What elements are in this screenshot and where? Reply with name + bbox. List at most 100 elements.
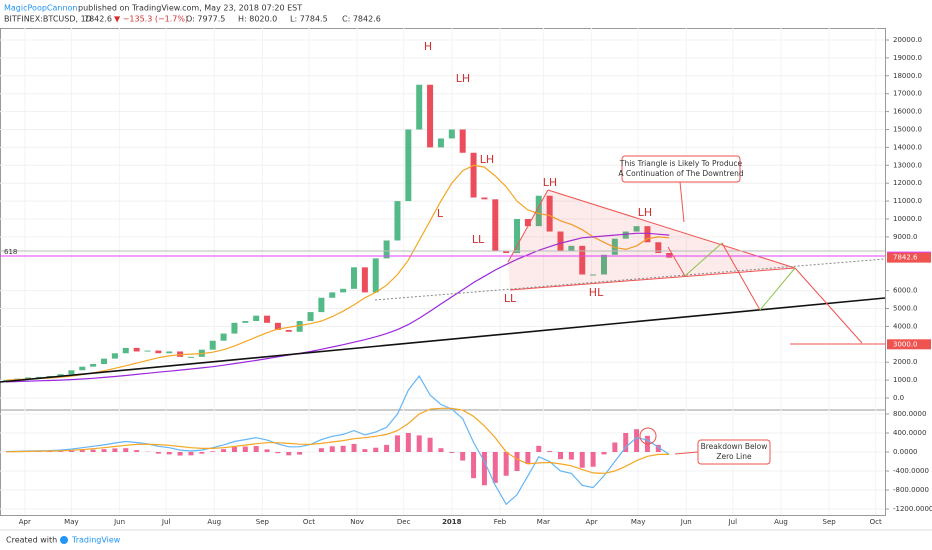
candle (666, 253, 673, 258)
dotted-trend (374, 258, 886, 301)
callout-text: Breakdown Below (701, 442, 768, 451)
y-tick-label: 13000.0 (893, 161, 922, 169)
candle (448, 129, 455, 139)
x-tick-label: Oct (303, 518, 315, 526)
candle (166, 351, 173, 354)
macd-hist (514, 452, 520, 472)
macd-hist (101, 449, 107, 452)
triangle-bottom (509, 267, 796, 291)
y-tick-label: 9000.0 (893, 233, 918, 241)
candle (405, 129, 412, 202)
x-tick-label: Dec (397, 518, 411, 526)
x-tick-label: Aug (774, 518, 788, 526)
macd-tick-label: -400.0000 (893, 467, 929, 475)
arrow (721, 242, 761, 311)
x-tick-label: Jul (161, 518, 171, 526)
callout-pointer (674, 451, 699, 455)
annotation: HL (589, 286, 604, 299)
macd-hist (623, 432, 629, 452)
price-tag (887, 339, 931, 350)
macd-tick-label: 0.0000 (893, 448, 918, 456)
macd-hist (188, 452, 194, 456)
macd-hist (590, 452, 596, 467)
candle (372, 258, 379, 293)
x-tick-label: Jul (728, 518, 738, 526)
y-tick-label: 16000.0 (893, 108, 922, 116)
candle (111, 353, 118, 359)
candle (24, 377, 31, 379)
y-tick-label: 20000.0 (893, 36, 922, 44)
candle (535, 195, 542, 227)
candle (144, 350, 151, 352)
x-tick-label: Apr (19, 518, 31, 526)
ma-slow (6, 232, 670, 383)
candle (470, 152, 477, 198)
footer-brand[interactable]: TradingView (71, 536, 121, 545)
change: ▼ −135.3 (−1.7%) (114, 15, 188, 24)
candle (209, 340, 216, 350)
macd-hist (601, 452, 607, 455)
annotation: LH (480, 153, 494, 166)
macd-hist (492, 452, 498, 483)
x-tick-label: Nov (350, 518, 364, 526)
candle (79, 366, 86, 371)
annotation: LH (456, 72, 470, 85)
x-tick-label: May (64, 518, 78, 526)
candle (133, 347, 140, 352)
candle (416, 84, 423, 130)
macd-hist (612, 442, 618, 452)
candle (622, 231, 629, 239)
candle (90, 363, 97, 367)
macd-hist (373, 447, 379, 452)
candle (68, 370, 75, 375)
macd-hist (68, 450, 74, 452)
x-tick-label: Apr (585, 518, 597, 526)
candle (600, 254, 607, 275)
macd-hist (79, 450, 85, 452)
candle (307, 312, 314, 322)
plot-frame (0, 28, 886, 516)
arrow (667, 246, 686, 277)
candle (459, 129, 466, 153)
price-tag (887, 252, 931, 263)
macd-hist (438, 448, 444, 452)
candle (611, 238, 618, 255)
x-tick-label: Mar (537, 518, 550, 526)
highlight-circle (639, 427, 657, 445)
candle (57, 374, 64, 376)
macd-tick-label: -800.0000 (893, 486, 929, 494)
y-tick-label: 11000.0 (893, 197, 922, 205)
candle (231, 322, 238, 334)
candle (253, 315, 260, 322)
candle (361, 267, 368, 293)
macd-hist (329, 446, 335, 452)
arrow (684, 242, 723, 277)
callout-text: This Triangle is Likely To Produce (619, 159, 743, 168)
candle (437, 138, 444, 148)
macd-tick-label: 400.0000 (893, 429, 926, 437)
candle (427, 84, 434, 148)
footer-created: Created with (6, 536, 57, 545)
candle (187, 356, 194, 358)
macd-hist (394, 435, 400, 452)
signal-line (6, 407, 670, 475)
candle (503, 251, 510, 254)
y-tick-label: 1000.0 (893, 376, 918, 384)
macd-hist (242, 446, 248, 452)
author[interactable]: MagicPoopCannon (4, 4, 78, 13)
last-price: 7842.6 (84, 15, 112, 24)
macd-hist (536, 445, 542, 452)
macd-hist (340, 445, 346, 452)
close: C: 7842.6 (342, 15, 381, 24)
macd-hist (405, 432, 411, 452)
candle (296, 321, 303, 332)
macd-tick-label: 800.0000 (893, 410, 926, 418)
macd-hist (221, 449, 227, 452)
published: published on TradingView.com, May 23, 20… (78, 4, 302, 13)
callout-box (621, 155, 741, 183)
macd-hist (503, 452, 509, 476)
macd-hist (286, 452, 292, 456)
low: L: 7784.5 (290, 15, 328, 24)
callout-text: A Continuation of The Downtrend (618, 169, 743, 178)
